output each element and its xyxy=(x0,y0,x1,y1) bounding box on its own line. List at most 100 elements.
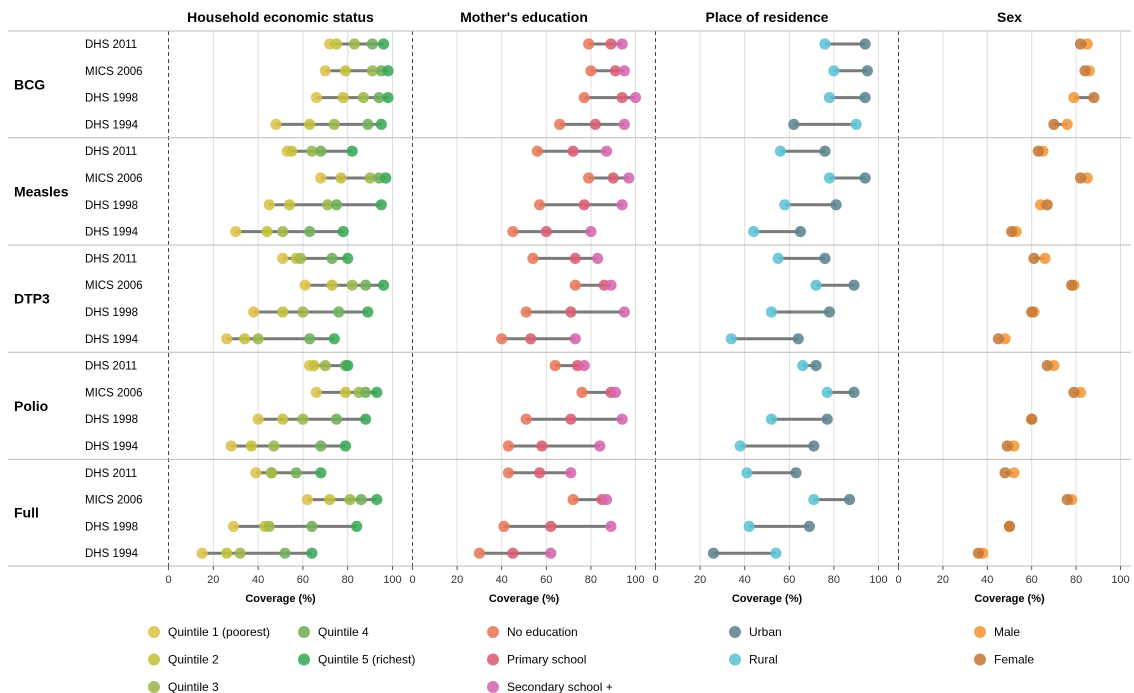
data-point-wealth xyxy=(252,413,264,425)
legend-marker xyxy=(148,681,160,693)
x-tick-label: 20 xyxy=(451,574,463,586)
data-point-edu xyxy=(498,520,510,533)
x-tick-label: 40 xyxy=(252,574,264,586)
data-point-edu xyxy=(569,279,581,291)
data-point-edu xyxy=(578,92,590,104)
data-point-sex xyxy=(1079,65,1091,77)
data-point-edu xyxy=(545,547,557,559)
facet-title-wealth: Household economic status xyxy=(187,9,374,25)
data-point-wealth xyxy=(279,547,291,559)
data-point-res xyxy=(810,360,822,372)
data-point-wealth xyxy=(308,360,320,372)
data-point-edu xyxy=(565,467,577,479)
legend-marker xyxy=(298,626,310,638)
data-point-wealth xyxy=(357,92,369,104)
survey-label: DHS 1998 xyxy=(85,307,138,319)
data-point-wealth xyxy=(261,226,273,238)
data-point-edu xyxy=(618,306,630,318)
data-point-res xyxy=(743,520,755,533)
data-point-res xyxy=(848,386,860,398)
data-point-wealth xyxy=(360,386,372,398)
data-point-wealth xyxy=(330,199,343,211)
survey-label: DHS 1998 xyxy=(85,200,138,212)
data-point-edu xyxy=(520,413,532,425)
data-point-res xyxy=(823,92,836,104)
data-point-wealth xyxy=(377,38,390,50)
indicator-label-dtp3: DTP3 xyxy=(14,291,50,307)
data-point-res xyxy=(774,145,786,157)
data-point-wealth xyxy=(330,38,343,50)
data-point-wealth xyxy=(319,65,331,77)
legend-marker xyxy=(729,626,741,638)
data-point-res xyxy=(788,118,800,130)
data-point-res xyxy=(748,226,760,238)
data-point-wealth xyxy=(382,65,394,77)
data-point-res xyxy=(725,333,737,345)
data-point-wealth xyxy=(355,494,367,506)
data-point-res xyxy=(779,199,791,211)
data-point-wealth xyxy=(371,494,383,506)
data-point-wealth xyxy=(342,360,354,372)
data-point-wealth xyxy=(277,226,289,238)
data-point-res xyxy=(790,467,802,479)
data-point-res xyxy=(808,494,820,506)
x-tick-label: 0 xyxy=(652,574,658,586)
data-point-sex xyxy=(1061,118,1073,130)
data-point-wealth xyxy=(227,520,240,533)
x-axis-title: Coverage (%) xyxy=(732,593,803,605)
data-point-sex xyxy=(1041,360,1053,372)
data-point-edu xyxy=(578,360,590,372)
data-point-edu xyxy=(549,360,561,372)
legend-marker xyxy=(974,626,986,638)
legend-marker xyxy=(298,653,310,666)
data-point-wealth xyxy=(335,172,347,184)
data-point-wealth xyxy=(315,145,327,157)
survey-label: DHS 1998 xyxy=(85,93,138,105)
data-point-wealth xyxy=(221,333,233,345)
data-point-wealth xyxy=(277,413,289,425)
data-point-wealth xyxy=(310,386,322,398)
x-axis-title: Coverage (%) xyxy=(489,593,560,605)
data-point-sex xyxy=(992,333,1005,345)
x-tick-label: 100 xyxy=(869,574,887,586)
data-point-res xyxy=(734,440,746,452)
data-point-wealth xyxy=(301,494,313,506)
data-point-edu xyxy=(525,333,537,345)
data-point-edu xyxy=(618,65,630,77)
data-point-wealth xyxy=(351,520,363,533)
data-point-edu xyxy=(600,494,613,506)
facet-title-res: Place of residence xyxy=(706,9,829,25)
data-point-res xyxy=(741,467,753,479)
legend-label: Male xyxy=(994,625,1020,639)
data-point-edu xyxy=(600,145,613,157)
data-point-wealth xyxy=(346,145,358,157)
data-point-wealth xyxy=(328,333,340,345)
data-point-res xyxy=(843,494,856,506)
data-point-wealth xyxy=(286,145,298,157)
data-point-wealth xyxy=(346,279,358,291)
indicator-label-measles: Measles xyxy=(14,183,69,199)
data-point-wealth xyxy=(245,440,257,452)
survey-label: DHS 2011 xyxy=(85,146,137,158)
x-tick-label: 20 xyxy=(937,574,949,586)
data-point-wealth xyxy=(221,547,233,559)
data-point-wealth xyxy=(337,226,349,238)
data-point-wealth xyxy=(263,520,275,533)
data-point-sex xyxy=(1061,494,1073,506)
survey-label: MICS 2006 xyxy=(85,387,143,399)
data-point-edu xyxy=(623,172,635,184)
data-point-edu xyxy=(616,199,628,211)
data-point-wealth xyxy=(364,172,376,184)
data-point-res xyxy=(823,306,836,318)
data-point-sex xyxy=(1048,118,1060,130)
data-point-edu xyxy=(565,413,577,425)
data-point-edu xyxy=(585,65,597,77)
data-point-edu xyxy=(594,440,606,452)
data-point-res xyxy=(765,413,778,425)
legend-marker xyxy=(974,653,986,666)
legend-label: Secondary school + xyxy=(507,680,613,693)
legend-label: Urban xyxy=(749,625,782,639)
survey-label: DHS 1994 xyxy=(85,119,139,131)
indicator-label-bcg: BCG xyxy=(14,76,45,92)
